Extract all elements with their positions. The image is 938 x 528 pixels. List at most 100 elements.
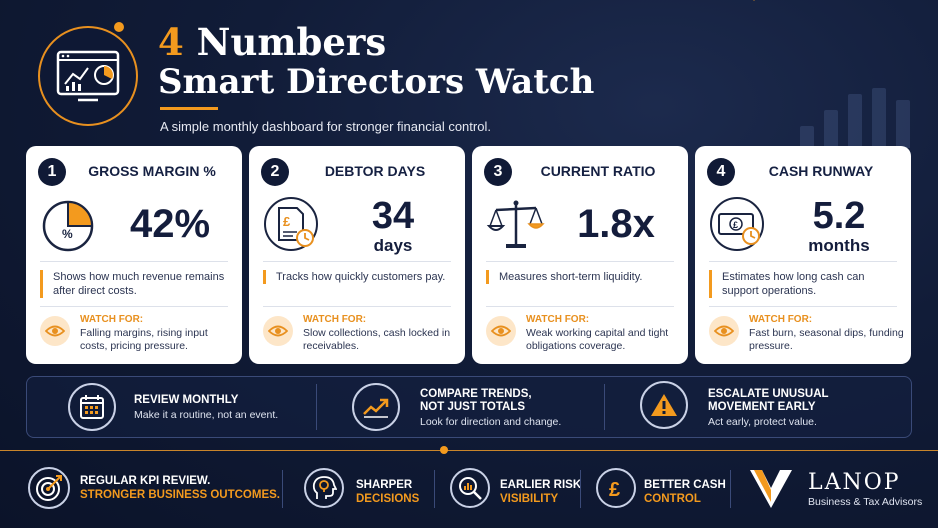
title-number: 4 [158, 20, 184, 64]
watch-for-text: Weak working capital and tight obligatio… [526, 327, 669, 352]
benefit-line2: CONTROL [644, 493, 701, 505]
card-title: GROSS MARGIN % [88, 163, 216, 179]
footer-divider [434, 470, 435, 508]
tip-title-line1: ESCALATE UNUSUAL [708, 388, 829, 400]
kpi-card-debtor-days: 2 DEBTOR DAYS £ 34 days Tracks how quick… [249, 146, 465, 364]
tip-review-monthly-subtitle: Make it a routine, not an event. [134, 409, 279, 421]
page-title-line2: Smart Directors Watch [158, 62, 595, 102]
tip-title-line2: MOVEMENT EARLY [708, 401, 816, 413]
card-value-number: 5.2 [812, 195, 866, 237]
eye-icon [486, 316, 516, 346]
tip-review-monthly-title: REVIEW MONTHLY [134, 394, 239, 406]
dashboard-monitor-icon [38, 26, 138, 126]
divider [263, 306, 451, 307]
tip-divider [316, 384, 317, 430]
benefit-line1: BETTER CASH [644, 479, 726, 491]
watch-for-label: WATCH FOR: [526, 314, 590, 325]
background-bars [800, 78, 910, 148]
tip-title-line1: COMPARE TRENDS, [420, 388, 532, 400]
divider [40, 261, 228, 262]
card-value: 34 days [329, 196, 457, 256]
pie-chart-icon: % [40, 194, 100, 254]
footer-divider [730, 470, 731, 508]
benefit-line2: VISIBILITY [500, 493, 559, 505]
card-title: CASH RUNWAY [768, 163, 874, 179]
svg-text:£: £ [283, 214, 291, 229]
card-value: 5.2 months [775, 196, 903, 256]
pound-coin-icon: £ [596, 468, 636, 508]
page-title-line1: 4 Numbers [158, 20, 386, 64]
cash-clock-icon: £ [709, 194, 769, 254]
magnifier-chart-icon [450, 468, 490, 508]
head-bulb-icon [304, 468, 344, 508]
card-description: Tracks how quickly customers pay. [263, 270, 455, 284]
svg-text:£: £ [609, 479, 620, 501]
eye-icon [40, 316, 70, 346]
tip-compare-trends-title: COMPARE TRENDS, NOT JUST TOTALS [420, 388, 532, 414]
trend-arrow-icon [352, 383, 400, 431]
lanop-logo-icon [748, 466, 794, 510]
divider [486, 306, 674, 307]
scales-icon [486, 194, 546, 254]
card-title: CURRENT RATIO [540, 163, 656, 179]
benefit-earlier-risk-visibility: EARLIER RISK VISIBILITY [500, 478, 581, 506]
target-icon [28, 467, 70, 509]
invoice-clock-icon: £ [263, 194, 323, 254]
title-underline [160, 107, 218, 110]
svg-text:£: £ [733, 220, 738, 230]
svg-text:%: % [62, 227, 73, 241]
tip-escalate-subtitle: Act early, protect value. [708, 416, 817, 428]
card-number-badge: 1 [38, 158, 66, 186]
watch-for-label: WATCH FOR: [749, 314, 813, 325]
footer-divider [580, 470, 581, 508]
card-number-badge: 3 [484, 158, 512, 186]
benefit-line1: SHARPER [356, 479, 413, 491]
card-description: Measures short-term liquidity. [486, 270, 678, 284]
card-number-badge: 4 [707, 158, 735, 186]
card-description: Shows how much revenue remains after dir… [40, 270, 232, 298]
benefit-sharper-decisions: SHARPER DECISIONS [356, 478, 419, 506]
card-value-unit: months [808, 236, 870, 255]
card-number-badge: 2 [261, 158, 289, 186]
divider [709, 306, 897, 307]
card-value: 42% [129, 202, 211, 246]
slogan-line2: STRONGER BUSINESS OUTCOMES. [80, 489, 280, 501]
title-word: Numbers [196, 20, 387, 64]
bottom-divider-dot [440, 446, 448, 454]
card-value: 1.8x [577, 202, 655, 246]
hero-accent-dot [114, 22, 124, 32]
tips-bar [26, 376, 912, 438]
tip-divider [604, 384, 605, 430]
warning-icon [640, 381, 688, 429]
card-description: Estimates how long cash can support oper… [709, 270, 901, 298]
tip-title-line2: NOT JUST TOTALS [420, 401, 525, 413]
eye-icon [709, 316, 739, 346]
card-value-unit: days [373, 236, 413, 255]
divider [486, 261, 674, 262]
calendar-icon [68, 383, 116, 431]
card-value-number: 34 [371, 195, 415, 237]
watch-for-text: Slow collections, cash locked in receiva… [303, 327, 451, 352]
brand-tagline: Business & Tax Advisors [808, 496, 923, 508]
kpi-card-gross-margin: 1 GROSS MARGIN % % 42% Shows how much re… [26, 146, 242, 364]
benefit-line1: EARLIER RISK [500, 479, 582, 491]
footer-divider [282, 470, 283, 508]
divider [40, 306, 228, 307]
tip-escalate-title: ESCALATE UNUSUAL MOVEMENT EARLY [708, 388, 829, 414]
card-title: DEBTOR DAYS [324, 163, 426, 179]
bottom-divider-line [0, 450, 938, 451]
benefit-line2: DECISIONS [356, 493, 420, 505]
watch-for-text: Falling margins, rising input costs, pri… [80, 327, 208, 352]
watch-for-label: WATCH FOR: [80, 314, 144, 325]
divider [709, 261, 897, 262]
kpi-card-cash-runway: 4 CASH RUNWAY £ 5.2 months Estimates how… [695, 146, 911, 364]
brand-name: LANOP [808, 470, 901, 495]
tip-compare-trends-subtitle: Look for direction and change. [420, 416, 562, 428]
benefit-better-cash-control: BETTER CASH CONTROL [644, 478, 726, 506]
eye-icon [263, 316, 293, 346]
page-subtitle: A simple monthly dashboard for stronger … [160, 119, 491, 134]
watch-for-text: Fast burn, seasonal dips, funding pressu… [749, 327, 904, 352]
divider [263, 261, 451, 262]
kpi-card-current-ratio: 3 CURRENT RATIO 1.8x Measures short-term… [472, 146, 688, 364]
watch-for-label: WATCH FOR: [303, 314, 367, 325]
